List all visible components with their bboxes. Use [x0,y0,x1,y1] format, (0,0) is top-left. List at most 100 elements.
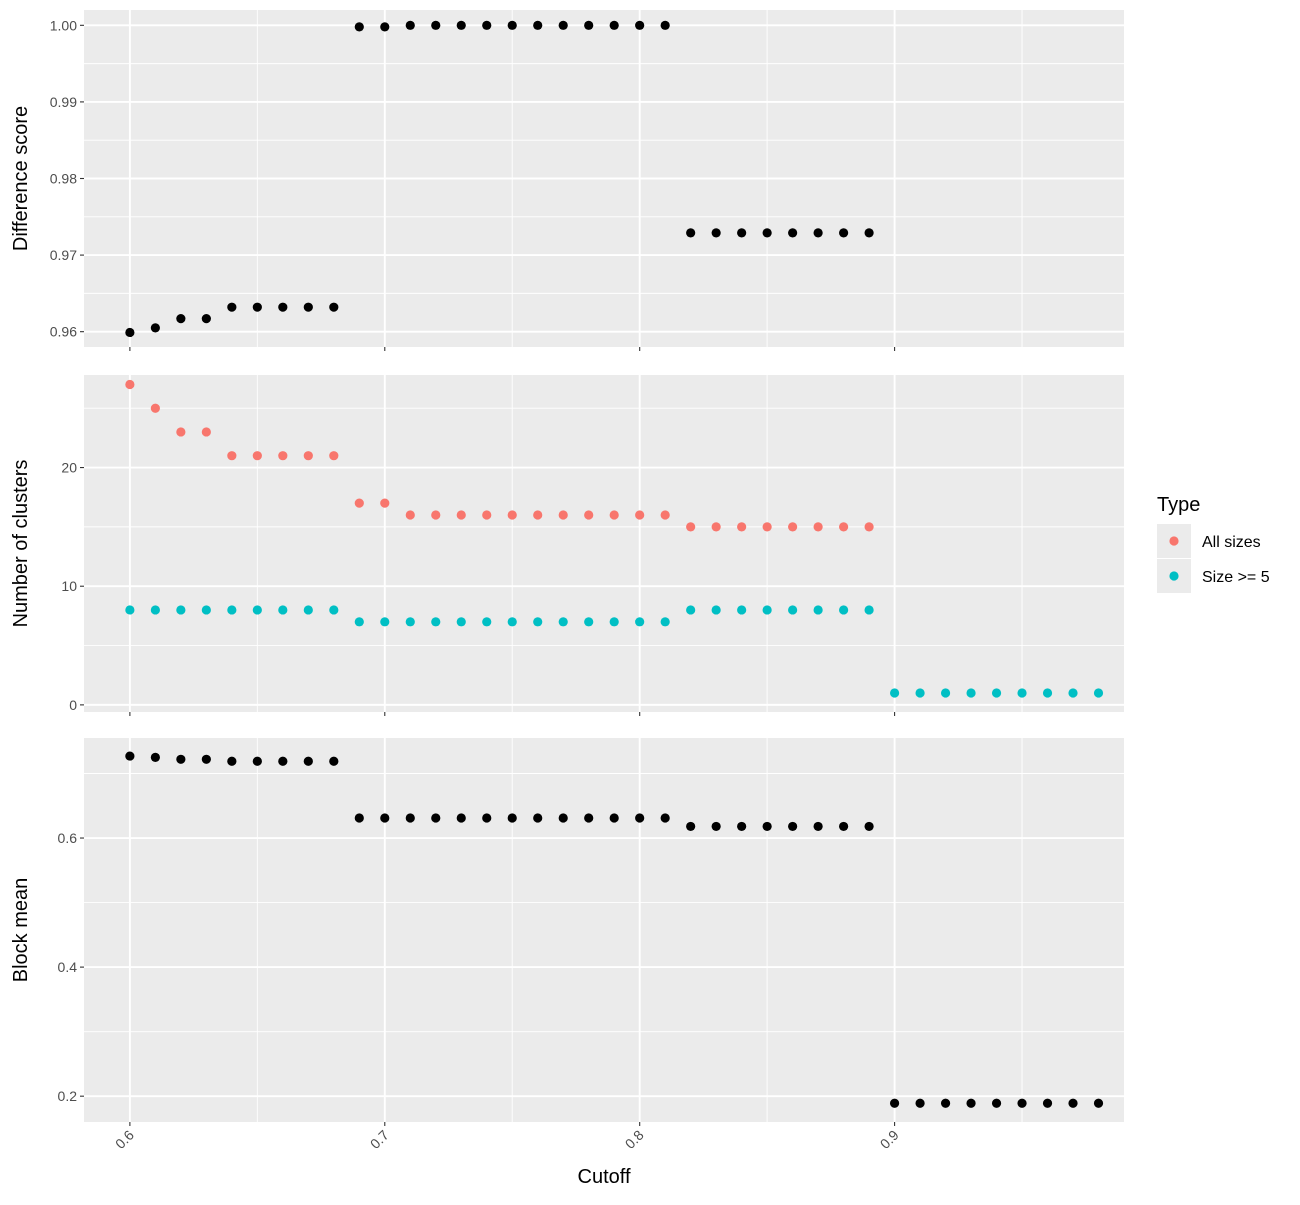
data-point [303,451,313,461]
data-point [405,510,415,520]
data-point [303,302,313,312]
data-point [278,756,288,766]
data-point [991,1098,1002,1108]
data-point [660,510,670,520]
data-point [507,617,517,627]
data-point [456,617,466,627]
data-point [456,813,466,823]
data-point [329,302,339,312]
data-point [635,20,645,30]
data-point [737,522,747,532]
data-point [201,427,211,437]
x-tick-label: 0.6 [112,1127,137,1152]
data-point [507,510,517,520]
data-point [558,617,568,627]
data-point [711,228,721,238]
data-point [533,617,543,627]
y-axis-title: Number of clusters [10,460,32,628]
data-point [125,751,135,761]
data-point [940,1098,951,1108]
data-point [1093,1098,1104,1108]
data-point [660,20,670,30]
data-point [303,605,313,615]
data-point [507,813,517,823]
data-point [431,20,441,30]
x-tick-label: 0.9 [877,1127,902,1152]
data-point [686,228,696,238]
data-point [354,617,364,627]
data-point [558,510,568,520]
data-point [252,756,262,766]
data-point [150,323,160,333]
data-point [686,821,696,832]
y-tick-label: 0.2 [58,1088,78,1104]
data-point [1017,688,1027,698]
data-point [609,20,619,30]
data-point [558,813,568,823]
data-point [252,605,262,615]
data-point [864,522,874,532]
data-point [482,813,492,823]
data-point [1068,1098,1078,1108]
panel-3: 0.2 0.4 0.6 Block mean [10,738,1124,1126]
data-point [966,688,976,698]
data-point [966,1098,976,1108]
data-point [354,22,364,32]
data-point [839,522,849,532]
data-point [609,510,619,520]
panel-1: 0.96 0.97 0.98 0.99 1.00 Difference score [10,10,1124,351]
data-point [889,1098,900,1108]
y-tick-label: 20 [61,460,77,476]
data-point [150,605,160,615]
panel-background [84,738,1124,1122]
data-point [533,20,543,30]
data-point [1068,688,1078,698]
data-point [125,379,135,390]
data-point [762,605,772,615]
y-tick-label: 0.97 [50,247,77,263]
legend-key-point [1169,571,1179,581]
data-point [889,688,900,698]
data-point [176,427,186,437]
data-point [405,617,415,627]
data-point [380,617,390,627]
data-point [635,617,645,627]
x-tick-label: 0.7 [367,1127,392,1152]
data-point [329,451,339,461]
data-point [813,605,823,615]
panel-2: 0 10 20 Number of clusters [10,375,1124,716]
data-point [813,821,823,832]
data-point [380,813,390,823]
data-point [507,20,517,30]
data-point [329,756,339,766]
y-tick-label: 0.4 [58,959,78,975]
data-point [329,605,339,615]
data-point [660,813,670,823]
y-axis-title: Difference score [10,106,32,251]
data-point [150,752,160,762]
data-point [813,522,823,532]
data-point [1093,688,1104,698]
data-point [584,813,594,823]
data-point [737,821,747,832]
data-point [1042,1098,1053,1108]
data-point [405,20,415,30]
y-tick-label: 0.96 [50,324,77,340]
data-point [839,228,849,238]
data-point [762,228,772,238]
y-tick-label: 10 [61,578,77,594]
data-point [176,605,186,615]
data-point [227,605,237,615]
data-point [431,510,441,520]
data-point [405,813,415,823]
data-point [482,20,492,30]
data-point [431,813,441,823]
data-point [380,22,390,32]
data-point [762,522,772,532]
y-axis-title: Block mean [10,878,32,983]
data-point [686,605,696,615]
data-point [125,327,135,338]
data-point [609,813,619,823]
data-point [150,403,160,413]
